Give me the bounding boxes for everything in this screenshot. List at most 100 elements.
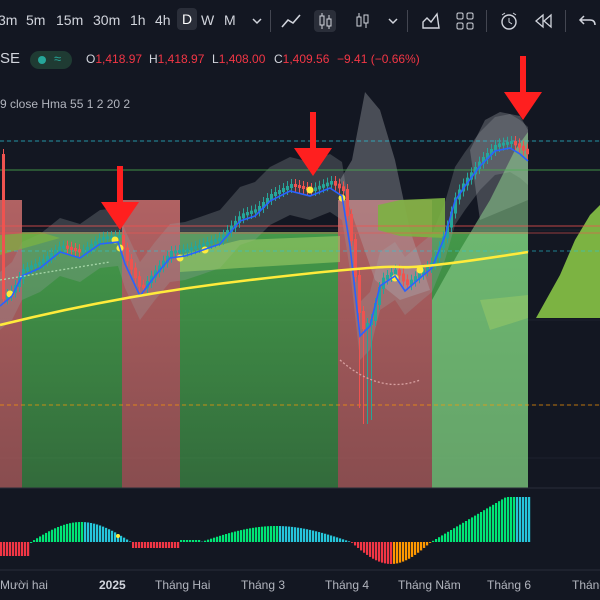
candle: [398, 269, 401, 276]
candle: [26, 267, 29, 271]
histogram-bar: [384, 542, 387, 564]
templates-icon[interactable]: [454, 10, 476, 32]
timeframe-d[interactable]: D: [177, 8, 198, 30]
candle: [46, 256, 49, 262]
timeframe-15m[interactable]: 15m: [56, 12, 84, 28]
histogram-bar: [198, 540, 201, 542]
candle: [526, 148, 529, 155]
candle: [290, 184, 293, 188]
histogram-bar: [345, 540, 348, 542]
histogram-bar: [123, 537, 126, 542]
candle: [122, 235, 125, 250]
alert-icon[interactable]: [498, 10, 520, 32]
low-value: 1,408.00: [218, 52, 266, 66]
timeframe-1h[interactable]: 1h: [130, 12, 146, 28]
timeframe-3m[interactable]: 3m: [0, 12, 18, 28]
histogram-bar: [192, 540, 195, 542]
candle: [90, 244, 93, 249]
signal-marker: [416, 266, 424, 274]
candle: [350, 214, 353, 241]
green-band: [180, 232, 338, 488]
histogram-bar: [330, 535, 333, 542]
histogram-bar: [153, 542, 156, 548]
indicator-label[interactable]: 9 close Hma 55 1 2 20 2: [0, 97, 131, 111]
line-chart-icon[interactable]: [280, 10, 302, 32]
timeframe-m[interactable]: M: [224, 12, 236, 28]
histogram-bar: [219, 535, 222, 542]
histogram-bar: [42, 534, 45, 542]
candle: [510, 141, 513, 144]
candle: [38, 261, 41, 266]
histogram-bar: [120, 535, 123, 542]
histogram-bar: [156, 542, 159, 548]
candle: [418, 272, 421, 279]
candle: [158, 265, 161, 273]
timeframe-4h[interactable]: 4h: [155, 12, 171, 28]
histogram-bar: [39, 536, 42, 542]
candle: [334, 181, 337, 186]
timeframe-w[interactable]: W: [201, 12, 215, 28]
histogram-bar: [504, 497, 507, 542]
histogram-bar: [204, 540, 207, 542]
candle: [394, 269, 397, 275]
timeframe-5m[interactable]: 5m: [26, 12, 46, 28]
candle: [250, 210, 253, 214]
undo-icon[interactable]: [576, 10, 598, 32]
candle: [258, 206, 261, 212]
histogram-bar: [459, 524, 462, 542]
histogram-bar: [150, 542, 153, 548]
timeframe-30m[interactable]: 30m: [93, 12, 121, 28]
toolbar-separator: [486, 10, 487, 32]
status-pill[interactable]: ≈: [30, 51, 72, 69]
histogram-bar: [261, 526, 264, 542]
histogram-bar: [432, 540, 435, 542]
candles-icon[interactable]: [314, 10, 336, 32]
indicators-icon[interactable]: [420, 10, 442, 32]
candle: [278, 190, 281, 194]
candle: [426, 266, 429, 272]
toolbar-separator: [407, 10, 408, 32]
candle: [282, 188, 285, 192]
histogram-bar: [132, 542, 135, 548]
signal-marker: [306, 186, 314, 194]
x-tick-label: Tháng Năm: [398, 578, 461, 592]
chart-canvas[interactable]: [0, 44, 600, 600]
bar-style-icon[interactable]: [352, 10, 374, 32]
histogram-bar: [333, 536, 336, 542]
chevron-down-icon[interactable]: [246, 10, 268, 32]
red-band: [0, 200, 22, 488]
histogram-bar: [309, 529, 312, 542]
ohlc-open: O1,418.97: [86, 52, 142, 66]
candle: [322, 184, 325, 188]
histogram-bar: [342, 539, 345, 542]
histogram-bar: [456, 526, 459, 542]
histogram-bar: [6, 542, 9, 556]
histogram-bar: [288, 526, 291, 542]
histogram-bar: [420, 542, 423, 551]
candle: [270, 194, 273, 200]
candle: [142, 284, 145, 289]
chevron-down-icon[interactable]: [382, 10, 404, 32]
candle: [138, 276, 141, 287]
histogram-bar: [300, 528, 303, 542]
replay-icon[interactable]: [532, 10, 554, 32]
oscillator-histogram: [0, 497, 531, 564]
candle: [454, 197, 457, 214]
histogram-bar: [171, 542, 174, 548]
histogram-bar: [507, 497, 510, 542]
histogram-bar: [291, 526, 294, 542]
candle: [86, 246, 89, 252]
histogram-bar: [45, 532, 48, 542]
open-label: O: [86, 52, 96, 66]
green-band: [22, 232, 122, 488]
histogram-bar: [270, 526, 273, 542]
cloud-segment: [378, 198, 445, 238]
candle: [406, 279, 409, 286]
histogram-bar: [210, 538, 213, 542]
histogram-bar: [264, 526, 267, 542]
histogram-bar: [111, 530, 114, 542]
histogram-bar: [237, 530, 240, 542]
x-tick-label: Tháng: [572, 578, 600, 592]
histogram-bar: [135, 542, 138, 548]
histogram-bar: [207, 539, 210, 542]
